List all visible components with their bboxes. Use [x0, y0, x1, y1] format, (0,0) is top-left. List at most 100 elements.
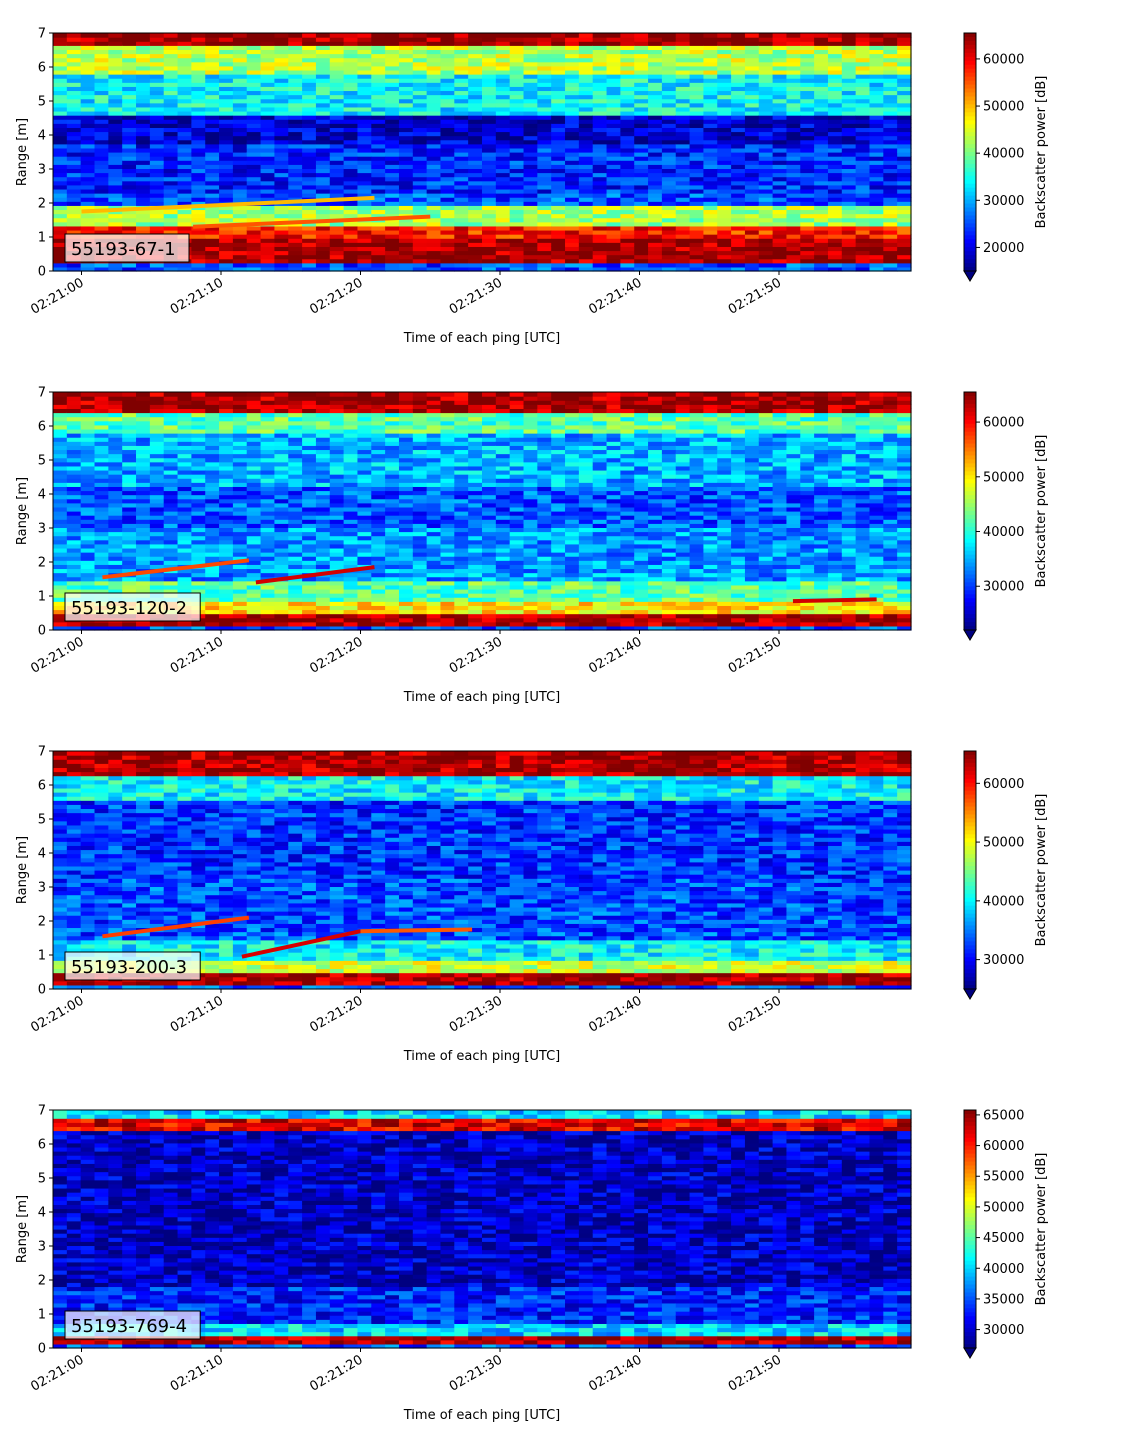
y-tick-label: 4 — [38, 1206, 46, 1221]
sample-label: 55193-120-2 — [71, 598, 187, 619]
x-tick-label: 02:21:40 — [586, 275, 644, 317]
colorbar-extend-min — [964, 989, 976, 999]
x-tick-label: 02:21:20 — [307, 993, 365, 1035]
colorbar-label: Backscatter power [dB] — [1034, 435, 1049, 588]
x-tick-label: 02:21:50 — [726, 1352, 784, 1394]
colorbar: 30000 40000 50000 60000 Backscatter power [d… — [964, 392, 1049, 640]
y-tick-label: 6 — [38, 61, 46, 76]
y-tick-label: 0 — [38, 624, 46, 639]
y-tick-label: 7 — [38, 27, 46, 42]
y-tick-label: 0 — [38, 983, 46, 998]
y-tick-label: 7 — [38, 745, 46, 760]
sample-label: 55193-200-3 — [71, 957, 187, 978]
y-tick-label: 2 — [38, 1274, 46, 1289]
x-tick-label: 02:21:30 — [447, 1352, 505, 1394]
colorbar-label: Backscatter power [dB] — [1034, 794, 1049, 947]
colorbar-tick-label: 50000 — [983, 1200, 1024, 1215]
y-axis-label: Range [m] — [15, 836, 30, 904]
y-tick-label: 5 — [38, 95, 46, 110]
y-tick-label: 0 — [38, 265, 46, 280]
echo-trace-3 — [793, 599, 877, 601]
colorbar-tick-label: 60000 — [983, 1139, 1024, 1154]
y-tick-label: 1 — [38, 590, 46, 605]
y-tick-label: 1 — [38, 231, 46, 246]
y-tick-label: 1 — [38, 1308, 46, 1323]
colorbar-tick-label: 30000 — [983, 953, 1024, 968]
x-tick-label: 02:21:50 — [726, 993, 784, 1035]
x-tick-label: 02:21:00 — [28, 634, 86, 676]
y-axis-label: Range [m] — [15, 477, 30, 545]
colorbar-tick-label: 40000 — [983, 525, 1024, 540]
x-tick-label: 02:21:40 — [586, 1352, 644, 1394]
y-tick-label: 2 — [38, 556, 46, 571]
y-tick-label: 6 — [38, 1138, 46, 1153]
y-tick-label: 5 — [38, 1172, 46, 1187]
x-axis-label: Time of each ping [UTC] — [403, 1049, 561, 1064]
x-axis-label: Time of each ping [UTC] — [403, 1408, 561, 1423]
colorbar-tick-label: 30000 — [983, 580, 1024, 595]
x-tick-label: 02:21:40 — [586, 634, 644, 676]
y-tick-label: 7 — [38, 1104, 46, 1119]
x-axis-label: Time of each ping [UTC] — [403, 690, 561, 705]
colorbar-extend-min — [964, 271, 976, 281]
x-tick-label: 02:21:40 — [586, 993, 644, 1035]
x-tick-label: 02:21:20 — [307, 1352, 365, 1394]
colorbar-tick-label: 40000 — [983, 1262, 1024, 1277]
y-tick-label: 3 — [38, 163, 46, 178]
y-tick-label: 1 — [38, 949, 46, 964]
colorbar-tick-label: 40000 — [983, 894, 1024, 909]
x-tick-label: 02:21:10 — [168, 1352, 226, 1394]
colorbar-tick-label: 60000 — [983, 416, 1024, 431]
colorbar-tick-label: 40000 — [983, 147, 1024, 162]
x-tick-label: 02:21:20 — [307, 634, 365, 676]
y-axis-label: Range [m] — [15, 1195, 30, 1263]
echogram-panel-4: 0 1 2 3 4 5 6 7 Range [m] 02:21:00 02:21:10 02:21:2… — [15, 1104, 1049, 1424]
colorbar-extend-min — [964, 1348, 976, 1358]
y-tick-label: 4 — [38, 847, 46, 862]
colorbar-tick-label: 55000 — [983, 1170, 1024, 1185]
colorbar: 3000035000400004500050000550006000065000… — [964, 1108, 1049, 1358]
y-tick-label: 4 — [38, 488, 46, 503]
x-tick-label: 02:21:30 — [447, 993, 505, 1035]
y-tick-label: 7 — [38, 386, 46, 401]
y-tick-label: 4 — [38, 129, 46, 144]
y-tick-label: 3 — [38, 522, 46, 537]
colorbar-tick-label: 60000 — [983, 52, 1024, 67]
x-tick-label: 02:21:30 — [447, 634, 505, 676]
x-tick-label: 02:21:00 — [28, 993, 86, 1035]
x-tick-label: 02:21:00 — [28, 275, 86, 317]
echo-trace-3 — [361, 930, 473, 932]
x-tick-label: 02:21:10 — [168, 993, 226, 1035]
y-tick-label: 6 — [38, 420, 46, 435]
x-tick-label: 02:21:00 — [28, 1352, 86, 1394]
colorbar-tick-label: 50000 — [983, 836, 1024, 851]
colorbar-tick-label: 60000 — [983, 777, 1024, 792]
y-tick-label: 2 — [38, 915, 46, 930]
x-tick-label: 02:21:10 — [168, 275, 226, 317]
colorbar-tick-label: 45000 — [983, 1231, 1024, 1246]
sample-label: 55193-67-1 — [71, 239, 176, 260]
colorbar: 30000 40000 50000 60000 Backscatter power [d… — [964, 751, 1049, 999]
colorbar-tick-label: 30000 — [983, 1323, 1024, 1338]
y-tick-label: 3 — [38, 881, 46, 896]
y-tick-label: 6 — [38, 779, 46, 794]
y-tick-label: 5 — [38, 813, 46, 828]
x-tick-label: 02:21:20 — [307, 275, 365, 317]
echogram-panel-1: 0 1 2 3 4 5 6 7 Range [m] 02:21:00 02:21:10 02:21:2… — [15, 27, 1049, 347]
colorbar-tick-label: 20000 — [983, 241, 1024, 256]
echogram-panel-3: 0 1 2 3 4 5 6 7 Range [m] 02:21:00 02:21:10 02:21:2… — [15, 745, 1049, 1065]
colorbar-tick-label: 50000 — [983, 470, 1024, 485]
echogram-panel-2: 0 1 2 3 4 5 6 7 Range [m] 02:21:00 02:21:10 02:21:2… — [15, 386, 1049, 706]
y-tick-label: 5 — [38, 454, 46, 469]
x-tick-label: 02:21:30 — [447, 275, 505, 317]
y-tick-label: 2 — [38, 197, 46, 212]
x-axis-label: Time of each ping [UTC] — [403, 331, 561, 346]
y-axis-label: Range [m] — [15, 118, 30, 186]
colorbar-tick-label: 30000 — [983, 194, 1024, 209]
y-tick-label: 3 — [38, 1240, 46, 1255]
x-tick-label: 02:21:10 — [168, 634, 226, 676]
y-tick-label: 0 — [38, 1342, 46, 1357]
colorbar-tick-label: 50000 — [983, 100, 1024, 115]
sample-label: 55193-769-4 — [71, 1316, 187, 1337]
